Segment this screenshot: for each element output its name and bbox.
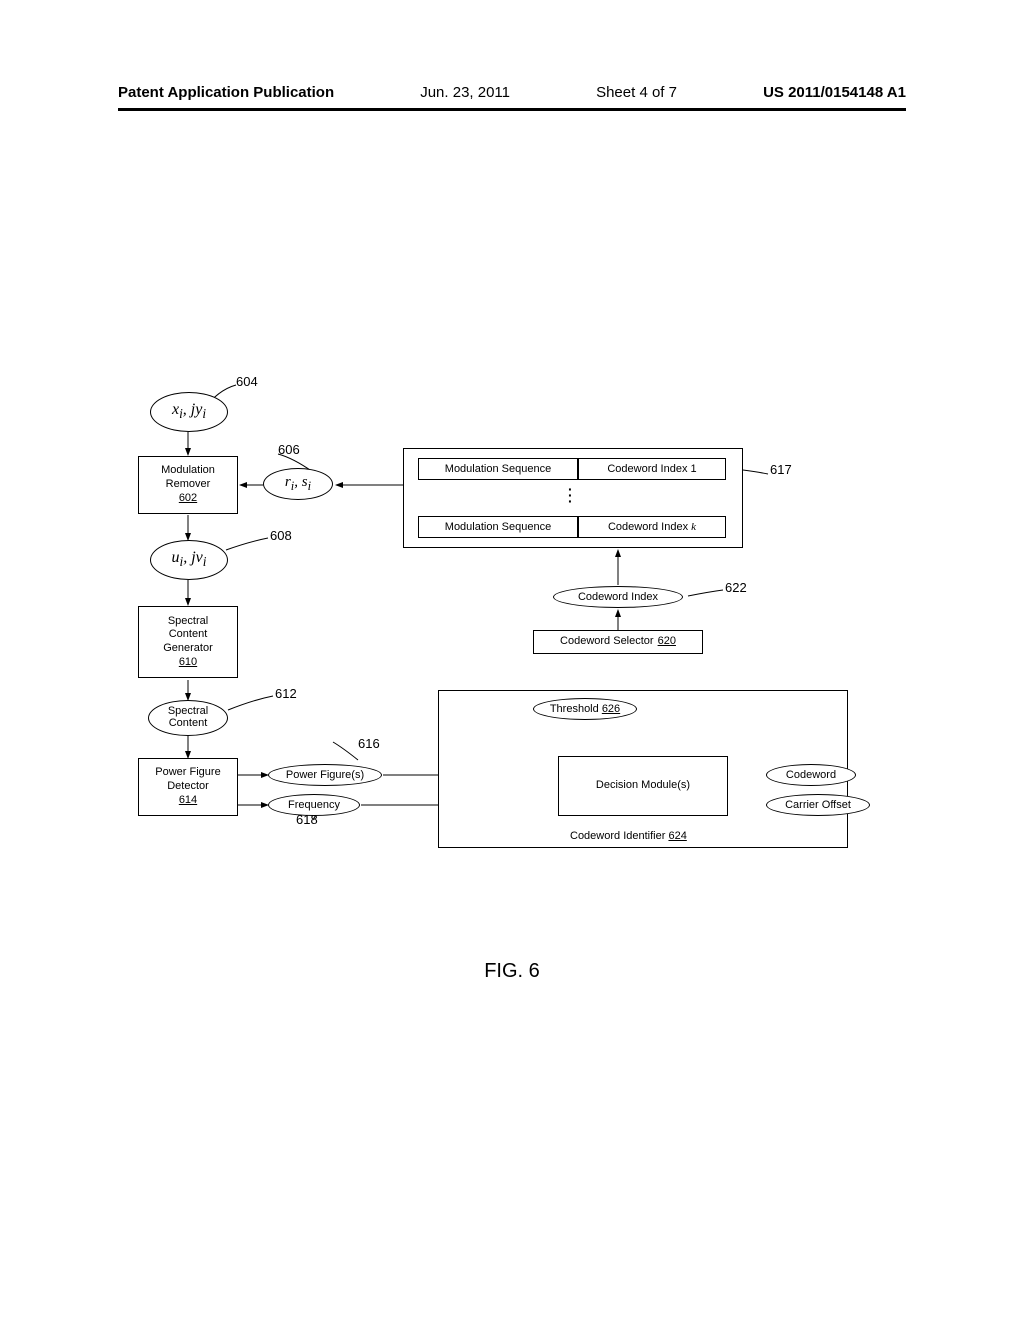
table-rowk-index: Codeword Index k: [578, 516, 726, 538]
ref-608: 608: [270, 528, 292, 543]
ref-616: 616: [358, 736, 380, 751]
power-figures-ellipse: Power Figure(s): [268, 764, 382, 786]
power-figure-detector-title: Power FigureDetector: [155, 766, 220, 794]
carrier-offset-ellipse: Carrier Offset: [766, 794, 870, 816]
decision-module-title: Decision Module(s): [596, 779, 690, 793]
frequency-label: Frequency: [288, 799, 340, 811]
block-diagram: 604 606 608 612 616 618 617 622 626 628 …: [118, 380, 906, 930]
table-row1-modseq: Modulation Sequence: [418, 458, 578, 480]
table-vdots: ···: [568, 486, 573, 504]
header-rule: [118, 108, 906, 111]
ref-606: 606: [278, 442, 300, 457]
carrier-offset-label: Carrier Offset: [785, 799, 851, 811]
table-row1-index: Codeword Index 1: [578, 458, 726, 480]
codeword-ellipse: Codeword: [766, 764, 856, 786]
modulation-remover-title: ModulationRemover: [161, 464, 215, 492]
power-figures-label: Power Figure(s): [286, 769, 364, 781]
power-figure-detector-block: Power FigureDetector 614: [138, 758, 238, 816]
codeword-label: Codeword: [786, 769, 836, 781]
frequency-ellipse: Frequency: [268, 794, 360, 816]
ref-604: 604: [236, 374, 258, 389]
ref-617: 617: [770, 462, 792, 477]
spectral-content-ellipse: SpectralContent: [148, 700, 228, 736]
power-figure-detector-num: 614: [179, 794, 197, 808]
codeword-selector-label: Codeword Selector: [560, 635, 654, 649]
signal-uivi: ui, jvi: [150, 540, 228, 580]
threshold-ellipse: Threshold 626: [533, 698, 637, 720]
codeword-index-ellipse: Codeword Index: [553, 586, 683, 608]
table-rowk-modseq: Modulation Sequence: [418, 516, 578, 538]
codeword-selector-block: Codeword Selector 620: [533, 630, 703, 654]
spectral-generator-num: 610: [179, 656, 197, 670]
modulation-remover-num: 602: [179, 492, 197, 506]
spectral-content-label: SpectralContent: [168, 706, 208, 729]
decision-module-block: Decision Module(s): [558, 756, 728, 816]
figure-caption: FIG. 6: [0, 960, 1024, 983]
spectral-generator-block: SpectralContentGenerator 610: [138, 606, 238, 678]
modulation-remover-block: ModulationRemover 602: [138, 456, 238, 514]
codeword-index-label: Codeword Index: [578, 591, 658, 603]
codeword-identifier-label: Codeword Identifier 624: [570, 830, 687, 842]
page: Patent Application Publication Jun. 23, …: [0, 0, 1024, 1320]
spectral-generator-title: SpectralContentGenerator: [163, 615, 213, 656]
page-header: Patent Application Publication Jun. 23, …: [0, 84, 1024, 101]
publication-number: US 2011/0154148 A1: [763, 84, 906, 101]
signal-xiyi: xi, jyi: [150, 392, 228, 432]
ref-622: 622: [725, 580, 747, 595]
publication-date: Jun. 23, 2011: [420, 84, 510, 101]
sheet-number: Sheet 4 of 7: [596, 84, 677, 101]
codeword-selector-num: 620: [658, 635, 676, 649]
ref-612: 612: [275, 686, 297, 701]
publication-label: Patent Application Publication: [118, 84, 334, 101]
signal-risi: ri, si: [263, 468, 333, 500]
